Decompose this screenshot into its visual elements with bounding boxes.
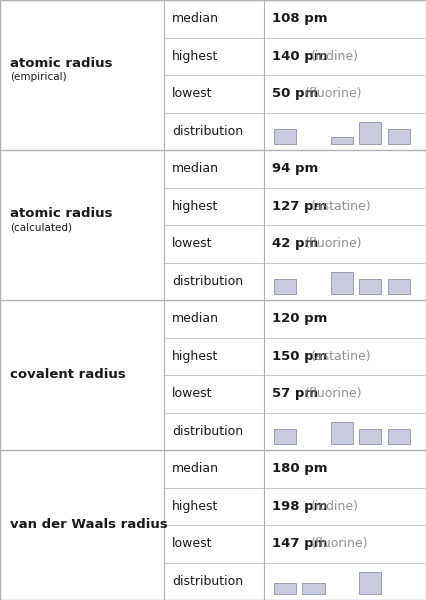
- Text: lowest: lowest: [172, 87, 213, 100]
- Text: distribution: distribution: [172, 575, 243, 588]
- Text: highest: highest: [172, 200, 219, 213]
- Bar: [388, 279, 410, 294]
- Text: (fluorine): (fluorine): [305, 387, 363, 400]
- Text: highest: highest: [172, 350, 219, 363]
- Bar: [274, 429, 296, 444]
- Text: atomic radius: atomic radius: [10, 207, 112, 220]
- Text: median: median: [172, 462, 219, 475]
- Text: distribution: distribution: [172, 425, 243, 438]
- Text: 50 pm: 50 pm: [272, 87, 318, 100]
- Text: highest: highest: [172, 500, 219, 513]
- Text: 120 pm: 120 pm: [272, 312, 328, 325]
- Text: (iodine): (iodine): [311, 500, 359, 513]
- Bar: [274, 129, 296, 144]
- Bar: [274, 279, 296, 294]
- Text: median: median: [172, 312, 219, 325]
- Bar: [302, 583, 325, 594]
- Text: (fluorine): (fluorine): [305, 237, 363, 250]
- Bar: [388, 129, 410, 144]
- Text: 180 pm: 180 pm: [272, 462, 328, 475]
- Text: (calculated): (calculated): [10, 222, 72, 232]
- Bar: [359, 572, 381, 594]
- Text: (iodine): (iodine): [311, 50, 359, 63]
- Text: atomic radius: atomic radius: [10, 57, 112, 70]
- Text: lowest: lowest: [172, 537, 213, 550]
- Text: median: median: [172, 162, 219, 175]
- Bar: [359, 279, 381, 294]
- Text: distribution: distribution: [172, 275, 243, 288]
- Text: 94 pm: 94 pm: [272, 162, 318, 175]
- Text: 140 pm: 140 pm: [272, 50, 328, 63]
- Bar: [274, 583, 296, 594]
- Bar: [331, 272, 353, 294]
- Text: (astatine): (astatine): [311, 350, 371, 363]
- Text: covalent radius: covalent radius: [10, 368, 126, 382]
- Text: 198 pm: 198 pm: [272, 500, 328, 513]
- Text: 150 pm: 150 pm: [272, 350, 328, 363]
- Text: 127 pm: 127 pm: [272, 200, 327, 213]
- Text: distribution: distribution: [172, 125, 243, 138]
- Text: van der Waals radius: van der Waals radius: [10, 518, 168, 532]
- Text: (empirical): (empirical): [10, 72, 66, 82]
- Text: 108 pm: 108 pm: [272, 12, 328, 25]
- Text: highest: highest: [172, 50, 219, 63]
- Bar: [388, 429, 410, 444]
- Bar: [331, 137, 353, 144]
- Bar: [331, 422, 353, 444]
- Text: 57 pm: 57 pm: [272, 387, 318, 400]
- Text: (fluorine): (fluorine): [305, 87, 363, 100]
- Text: (fluorine): (fluorine): [311, 537, 368, 550]
- Bar: [359, 429, 381, 444]
- Bar: [359, 122, 381, 144]
- Text: 42 pm: 42 pm: [272, 237, 318, 250]
- Text: lowest: lowest: [172, 387, 213, 400]
- Text: median: median: [172, 12, 219, 25]
- Text: (astatine): (astatine): [311, 200, 371, 213]
- Text: lowest: lowest: [172, 237, 213, 250]
- Text: 147 pm: 147 pm: [272, 537, 328, 550]
